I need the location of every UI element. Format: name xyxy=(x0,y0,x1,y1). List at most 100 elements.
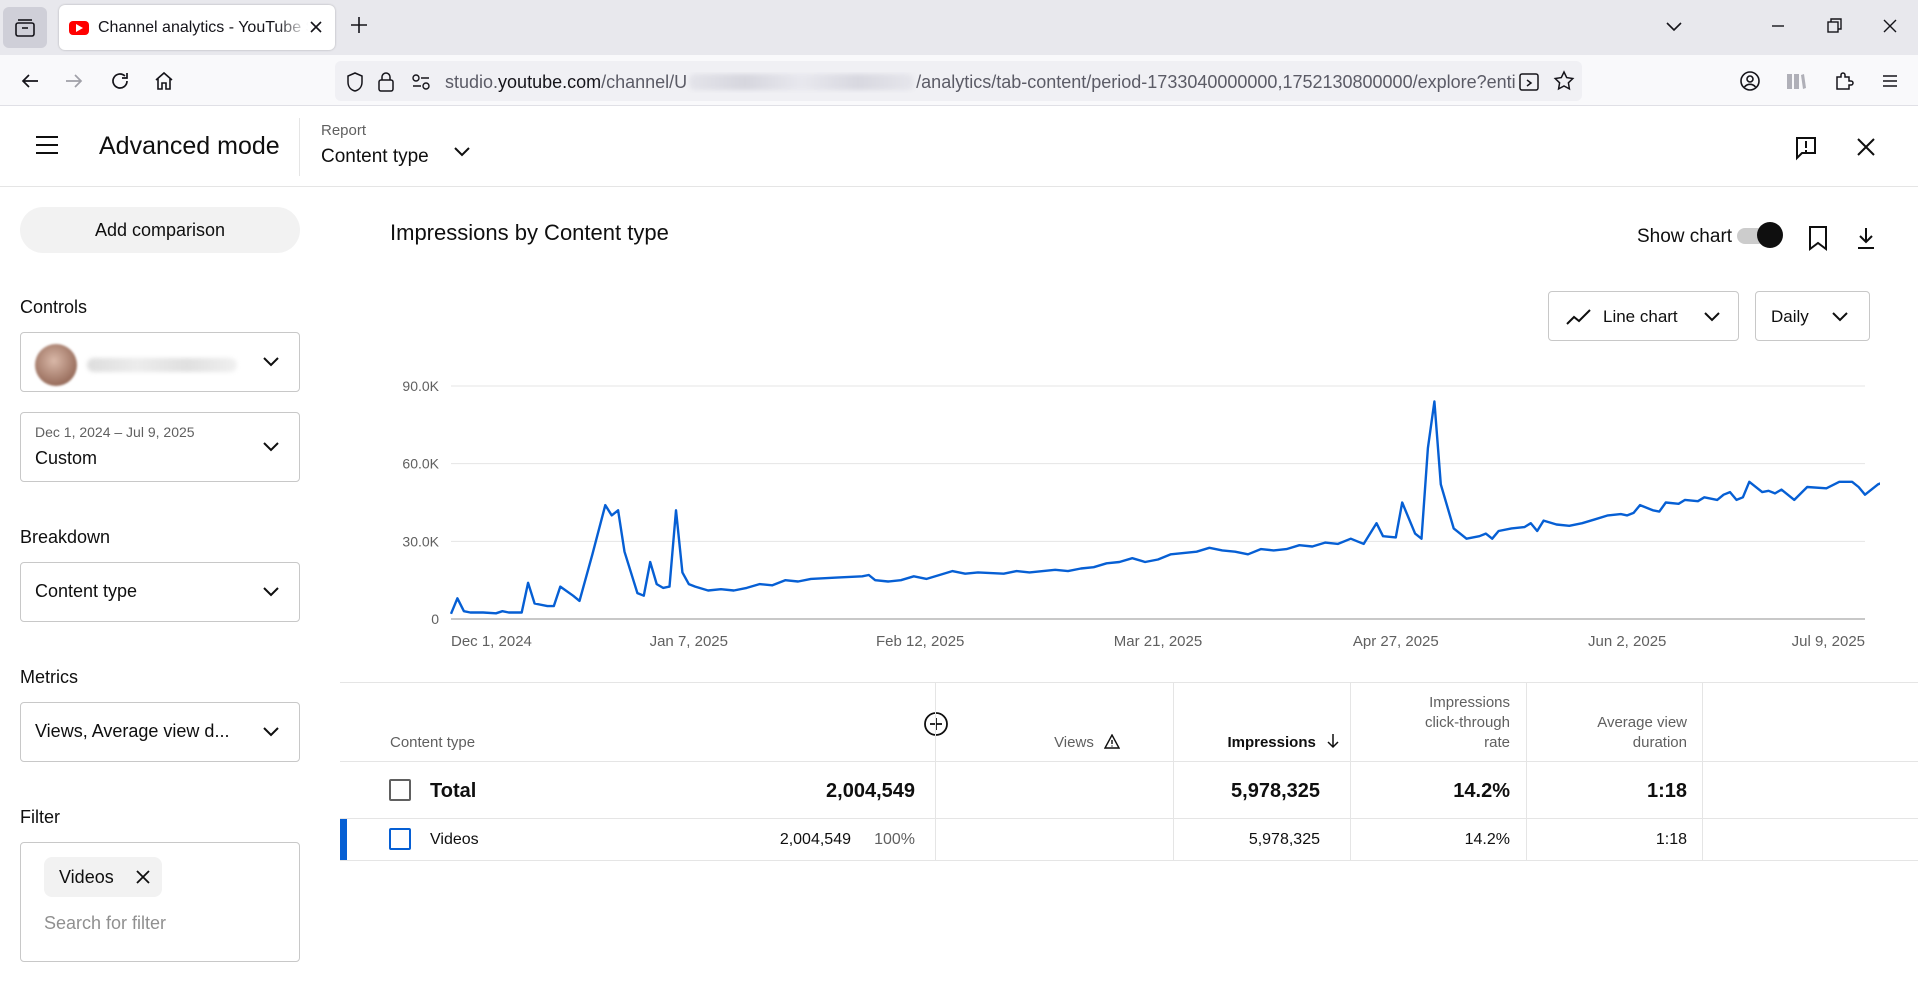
chevron-down-icon xyxy=(1704,312,1720,322)
tabs-overflow-chevron-icon[interactable] xyxy=(1662,14,1686,38)
column-divider xyxy=(1173,762,1174,819)
row-views-percent: 100% xyxy=(874,831,915,848)
header-ctr[interactable]: Impressions click-through rate xyxy=(1424,694,1510,751)
minimize-window-icon[interactable] xyxy=(1766,14,1790,38)
column-divider xyxy=(1526,819,1527,861)
row-impressions: 5,978,325 xyxy=(1248,831,1320,848)
forward-arrow-icon[interactable] xyxy=(62,69,86,93)
interval-dropdown[interactable]: Daily xyxy=(1755,291,1870,341)
app-menu-icon[interactable] xyxy=(1878,69,1902,93)
y-tick-label: 90.0K xyxy=(402,378,439,394)
column-divider xyxy=(1350,819,1351,861)
y-tick-label: 60.0K xyxy=(402,456,439,472)
channel-selector[interactable] xyxy=(20,332,300,392)
sort-descending-arrow-icon[interactable] xyxy=(1326,733,1340,749)
chevron-down-icon xyxy=(263,727,279,737)
metrics-value: Views, Average view d... xyxy=(35,721,230,741)
show-chart-toggle[interactable] xyxy=(1737,222,1783,248)
page-title: Advanced mode xyxy=(99,132,280,160)
impressions-series-line xyxy=(449,400,1880,615)
tracking-shield-icon[interactable] xyxy=(345,71,365,93)
url-text[interactable]: studio.youtube.com/channel/U/analytics/t… xyxy=(445,72,1515,92)
site-permissions-icon[interactable] xyxy=(411,73,431,91)
total-impressions: 5,978,325 xyxy=(1231,780,1320,802)
filter-chip-label: Videos xyxy=(59,867,114,887)
tab-close-icon[interactable] xyxy=(307,18,325,36)
browser-tab-bar: Channel analytics - YouTube Studio xyxy=(0,0,1918,55)
breakdown-heading: Breakdown xyxy=(20,527,111,547)
y-tick-label: 0 xyxy=(431,611,439,627)
menu-hamburger-icon[interactable] xyxy=(34,134,60,156)
channel-avatar xyxy=(35,344,77,386)
remove-filter-close-icon[interactable] xyxy=(136,870,150,884)
toggle-knob xyxy=(1757,222,1783,248)
header-content-type[interactable]: Content type xyxy=(390,734,476,751)
browser-tab-active[interactable]: Channel analytics - YouTube Studio xyxy=(59,5,335,50)
table-row[interactable]: Videos 2,004,549 100% 5,978,325 14.2% 1:… xyxy=(340,819,1918,861)
close-window-icon[interactable] xyxy=(1878,14,1902,38)
chart-y-axis: 0 30.0K 60.0K 90.0K xyxy=(402,378,439,627)
x-tick-label: Apr 27, 2025 xyxy=(1353,633,1439,650)
x-tick-label: Mar 21, 2025 xyxy=(1114,633,1202,650)
feedback-icon[interactable] xyxy=(1794,135,1818,161)
lock-icon[interactable] xyxy=(377,71,395,93)
header-average-view-duration[interactable]: Average view duration xyxy=(1597,714,1687,751)
total-ctr: 14.2% xyxy=(1453,780,1510,802)
column-divider xyxy=(1526,683,1527,763)
row-avd: 1:18 xyxy=(1655,831,1687,848)
redacted-channel-id xyxy=(689,74,915,90)
bookmark-star-icon[interactable] xyxy=(1553,70,1575,92)
date-range-selector[interactable]: Dec 1, 2024 – Jul 9, 2025 Custom xyxy=(20,412,300,482)
chart-type-label: Line chart xyxy=(1603,307,1678,326)
chart-type-dropdown[interactable]: Line chart xyxy=(1548,291,1739,341)
tab-list-button[interactable] xyxy=(3,7,47,48)
header-impressions[interactable]: Impressions xyxy=(1190,733,1340,753)
reader-view-icon[interactable] xyxy=(1518,71,1540,93)
metrics-selector[interactable]: Views, Average view d... xyxy=(20,702,300,762)
breakdown-selector[interactable]: Content type xyxy=(20,562,300,622)
filter-box: Videos xyxy=(20,842,300,962)
new-tab-plus-icon[interactable] xyxy=(348,14,370,36)
add-metric-plus-icon[interactable] xyxy=(923,711,949,737)
table-header: Content type Views Impressions Impressio… xyxy=(340,682,1918,763)
total-checkbox[interactable] xyxy=(389,779,411,801)
save-report-bookmark-icon[interactable] xyxy=(1807,225,1829,251)
home-icon[interactable] xyxy=(152,69,176,93)
x-tick-label: Jun 2, 2025 xyxy=(1588,633,1666,650)
browser-tab-title: Channel analytics - YouTube Studio xyxy=(98,18,308,36)
row-views: 2,004,549 xyxy=(779,831,851,848)
column-divider xyxy=(1350,762,1351,819)
warning-triangle-icon[interactable] xyxy=(1104,734,1120,749)
filter-search-input[interactable] xyxy=(44,913,264,934)
column-divider xyxy=(1702,819,1703,861)
total-label: Total xyxy=(430,780,477,802)
close-advanced-mode-icon[interactable] xyxy=(1855,136,1877,158)
column-divider xyxy=(1350,683,1351,763)
filter-chip-videos[interactable]: Videos xyxy=(44,857,162,897)
reload-icon[interactable] xyxy=(108,69,132,93)
header-views[interactable]: Views xyxy=(980,733,1120,753)
show-chart-label: Show chart xyxy=(1637,226,1733,247)
account-icon[interactable] xyxy=(1738,69,1762,93)
y-tick-label: 30.0K xyxy=(402,533,439,549)
restore-window-icon[interactable] xyxy=(1822,14,1846,38)
report-selector[interactable]: Content type xyxy=(321,146,429,167)
back-arrow-icon[interactable] xyxy=(18,69,42,93)
x-tick-label: Dec 1, 2024 xyxy=(451,633,532,650)
url-bar[interactable]: studio.youtube.com/channel/U/analytics/t… xyxy=(335,61,1582,101)
chevron-down-icon xyxy=(263,357,279,367)
export-download-icon[interactable] xyxy=(1855,225,1877,251)
header-divider xyxy=(299,118,300,176)
series-color-indicator xyxy=(340,819,347,860)
redacted-channel-name xyxy=(87,358,237,372)
row-label[interactable]: Videos xyxy=(430,831,479,848)
browser-nav-bar: studio.youtube.com/channel/U/analytics/t… xyxy=(0,55,1918,106)
extensions-puzzle-icon[interactable] xyxy=(1832,69,1856,93)
tab-list-icon xyxy=(15,18,35,37)
library-icon[interactable] xyxy=(1784,69,1808,93)
add-comparison-button[interactable]: Add comparison xyxy=(20,207,300,253)
column-divider xyxy=(1173,819,1174,861)
report-chevron-down-icon[interactable] xyxy=(451,140,473,162)
row-checkbox[interactable] xyxy=(389,828,411,850)
sidebar: Add comparison Controls Dec 1, 2024 – Ju… xyxy=(0,187,320,996)
